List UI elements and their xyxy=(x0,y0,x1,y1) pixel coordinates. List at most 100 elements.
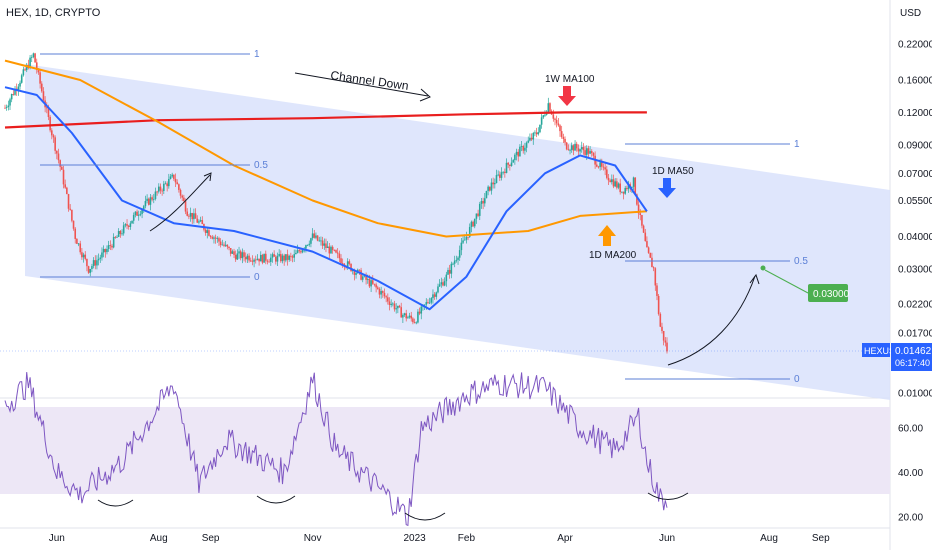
candle xyxy=(281,253,284,264)
candle-body xyxy=(470,221,473,227)
candle-body xyxy=(597,166,600,168)
candle-body xyxy=(514,154,516,161)
candle-body xyxy=(79,243,82,253)
candle xyxy=(4,104,6,109)
candle-body xyxy=(497,174,499,176)
candle-body xyxy=(211,236,214,239)
candle-body xyxy=(146,198,148,201)
rsi-line xyxy=(4,372,668,527)
candle-body xyxy=(500,172,503,178)
candle-body xyxy=(283,255,285,261)
candle-body xyxy=(92,260,95,267)
candle xyxy=(539,124,541,134)
candle-body xyxy=(338,253,341,259)
candle-body xyxy=(239,251,242,259)
candle xyxy=(440,277,443,288)
candle xyxy=(159,183,162,194)
candle-body xyxy=(14,88,16,95)
candle xyxy=(42,87,45,102)
candle-body xyxy=(567,149,570,151)
candle-body xyxy=(311,233,314,239)
candle-body xyxy=(275,256,277,262)
candle-body xyxy=(74,228,77,239)
candle-body xyxy=(67,194,70,209)
candle xyxy=(259,251,262,262)
candle-body xyxy=(467,236,469,238)
candle-body xyxy=(331,246,334,250)
candle-body xyxy=(564,138,566,143)
candle xyxy=(251,255,254,266)
candle-body xyxy=(219,241,222,245)
candle-body xyxy=(617,183,620,188)
candle-body xyxy=(102,248,105,253)
candle xyxy=(595,161,598,168)
candle xyxy=(99,254,102,263)
candle-body xyxy=(189,212,192,217)
channel-arrow-head xyxy=(419,88,431,102)
candle xyxy=(51,128,53,140)
candle-body xyxy=(468,226,471,237)
candle xyxy=(465,231,468,244)
candle-body xyxy=(472,221,474,227)
candle-body xyxy=(119,231,122,235)
candle-body xyxy=(126,224,128,226)
candle-body xyxy=(517,151,520,157)
candle xyxy=(136,209,138,216)
candle-body xyxy=(291,256,294,258)
target-badge-label: 0.03000 xyxy=(813,289,850,300)
time-axis[interactable]: Jun Aug Sep Nov 2023 Feb Apr Jun Aug Sep xyxy=(49,533,830,544)
candle xyxy=(492,177,494,189)
candle-body xyxy=(524,147,526,151)
target-connector xyxy=(764,269,809,294)
candle-body xyxy=(624,187,627,194)
candle xyxy=(646,236,648,248)
candle-body xyxy=(616,181,618,188)
candle-body xyxy=(213,237,215,239)
candle-body xyxy=(12,94,15,95)
candle xyxy=(504,168,506,178)
candle xyxy=(517,149,520,162)
candle xyxy=(266,259,269,265)
candle xyxy=(478,201,481,221)
candle xyxy=(477,209,479,218)
candle xyxy=(654,267,657,291)
candle xyxy=(437,283,439,294)
candle-body xyxy=(482,201,484,204)
candle-body xyxy=(626,187,628,190)
candle-body xyxy=(243,252,245,257)
w1-ma100-arrow-icon xyxy=(558,86,576,106)
candle-body xyxy=(159,186,162,191)
candle-body xyxy=(341,263,344,265)
price-axis[interactable]: 0.22000 0.16000 0.12000 0.09000 0.07000 0.055… xyxy=(898,40,932,400)
candle xyxy=(569,148,571,155)
candle xyxy=(570,142,573,153)
candle-body xyxy=(81,252,83,258)
candle xyxy=(505,158,508,174)
candle-body xyxy=(462,240,464,243)
candle-body xyxy=(656,285,658,296)
candle-body xyxy=(559,125,561,132)
candle-body xyxy=(313,233,316,238)
candle-body xyxy=(320,240,322,242)
candle-body xyxy=(380,291,382,295)
candle-body xyxy=(560,131,563,137)
rsi-band xyxy=(0,407,890,494)
fib-left-0-label: 0 xyxy=(254,272,260,283)
candle-body xyxy=(627,184,630,190)
candle xyxy=(146,194,148,204)
candle-body xyxy=(609,180,611,183)
candle xyxy=(166,181,168,192)
candle-body xyxy=(276,255,279,262)
candle-body xyxy=(575,143,578,149)
candle-body xyxy=(662,330,665,341)
candle-body xyxy=(186,211,189,216)
candle xyxy=(111,243,113,251)
candle xyxy=(243,250,245,262)
candle xyxy=(12,90,15,96)
candle xyxy=(532,131,535,145)
candle xyxy=(127,224,130,230)
candle-body xyxy=(196,218,199,223)
candle xyxy=(530,133,533,142)
candle xyxy=(193,208,195,224)
